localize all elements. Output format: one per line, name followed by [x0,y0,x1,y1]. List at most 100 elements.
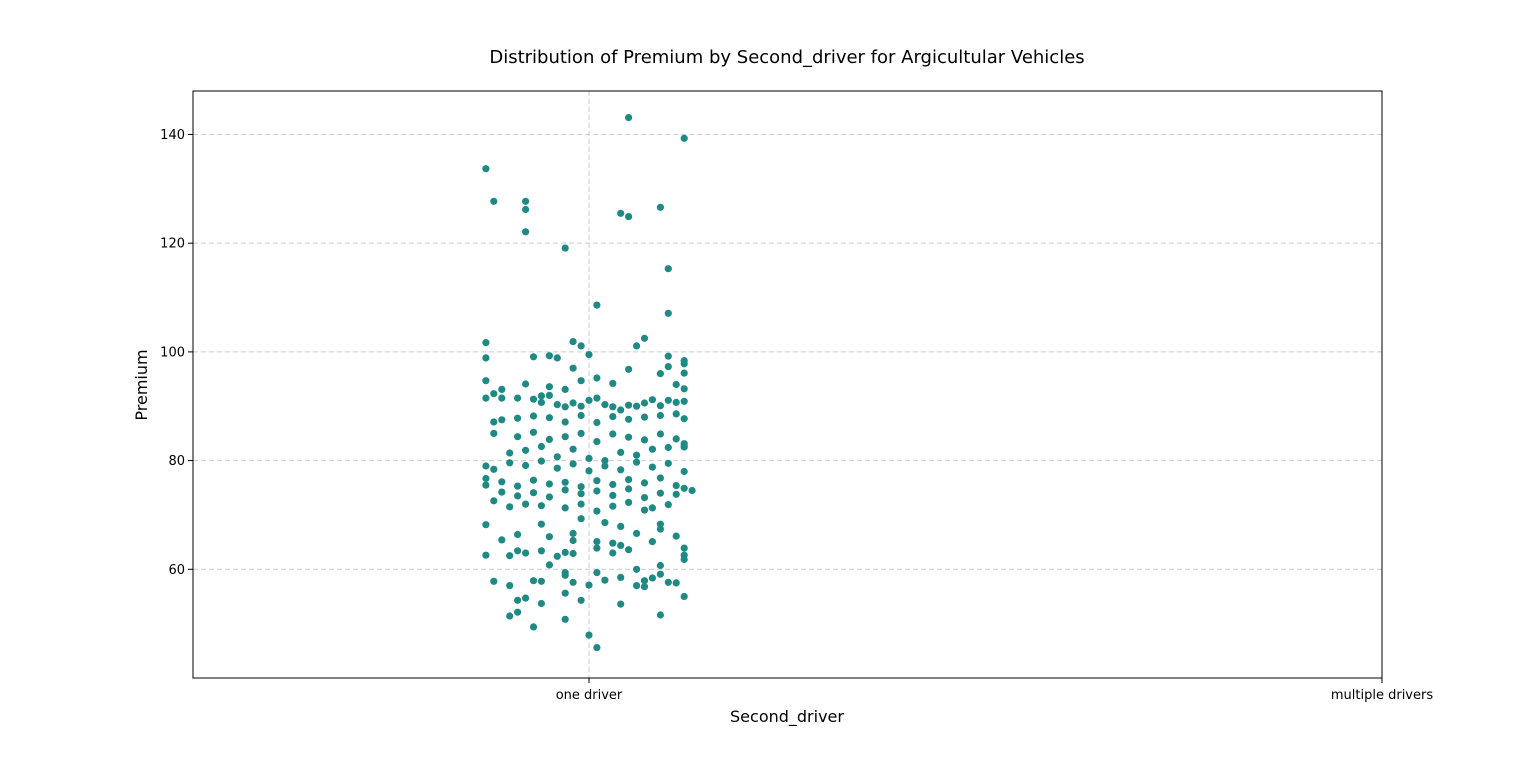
data-point [553,453,561,461]
data-point [498,478,506,486]
data-point [522,461,530,470]
data-point [625,213,633,221]
data-point [680,467,688,476]
data-point [640,399,649,407]
data-point [609,502,617,510]
data-point [672,532,680,540]
data-point [680,415,688,423]
data-point [553,552,561,560]
data-point [514,547,522,555]
data-point [633,402,641,410]
y-tick-label: 60 [168,563,185,578]
data-point [656,489,665,497]
data-point [482,481,490,489]
data-point [656,474,665,482]
data-point [672,380,680,389]
data-point [585,351,593,359]
data-point [656,520,665,528]
data-point [482,394,490,402]
chart-title: Distribution of Premium by Second_driver… [489,47,1084,68]
data-point [593,374,601,382]
data-point [545,493,554,501]
data-point [640,413,649,421]
data-point [680,134,688,142]
data-point [529,395,538,403]
data-point [656,561,665,570]
data-point [482,551,490,559]
data-point [609,549,617,557]
data-point [522,205,530,214]
data-point [593,507,601,515]
data-point [545,435,554,443]
data-point [577,342,585,350]
data-point [664,309,672,317]
data-point [545,561,554,569]
data-point [545,391,554,399]
data-point [561,385,569,393]
data-point [633,342,641,350]
data-point [633,565,641,573]
data-point [648,538,657,546]
data-point [490,429,498,437]
data-point [498,536,506,544]
data-point [625,476,633,484]
data-point [617,573,625,582]
data-point [633,458,641,466]
data-point [537,457,546,465]
data-point [601,519,609,527]
data-point [577,402,585,410]
data-point [498,488,506,496]
data-point [577,483,585,491]
data-point [680,484,688,492]
data-point [617,466,625,474]
data-point [680,592,688,601]
data-point [609,539,617,547]
data-point [593,544,601,552]
data-point [537,442,546,451]
data-point [490,197,498,205]
data-point [609,413,617,421]
data-point [577,490,585,498]
data-point [617,209,625,217]
data-point [561,403,569,411]
data-point [561,589,569,597]
data-point [529,577,538,585]
data-point [529,412,538,420]
data-point [664,578,672,586]
data-point [553,354,561,362]
data-point [561,504,569,512]
data-point [648,463,657,471]
data-point [482,462,490,470]
data-point [680,360,688,368]
data-point [648,396,657,404]
data-point [577,596,585,604]
data-point [656,402,665,410]
data-point [529,428,538,436]
data-point [482,354,490,362]
data-point [664,443,672,452]
data-point [482,377,490,385]
data-point [593,569,601,577]
data-point [522,446,530,454]
data-point [569,445,577,453]
data-point [640,494,649,502]
data-point [569,578,577,586]
data-point [522,197,530,205]
data-point [601,457,609,465]
data-point [609,430,617,438]
data-point [593,394,601,402]
data-point [514,596,522,604]
data-point [640,583,649,591]
data-point [545,383,554,391]
data-point [664,352,672,360]
data-point [537,392,546,400]
data-point [648,445,657,453]
data-point [664,363,672,371]
y-tick-label: 140 [160,128,185,143]
data-point [672,579,680,587]
data-point [664,501,672,509]
data-point [640,436,649,444]
data-point [545,414,554,422]
data-point [633,529,641,538]
data-point [506,503,514,511]
